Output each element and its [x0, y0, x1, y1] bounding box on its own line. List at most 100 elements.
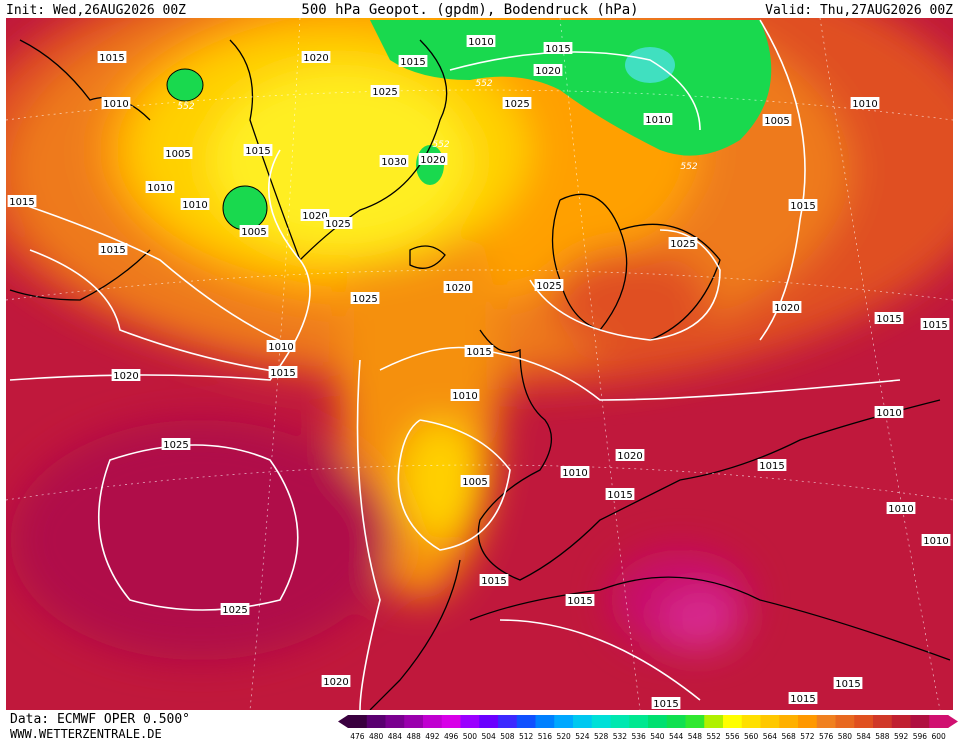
isobar-label-box	[850, 97, 880, 109]
isobar-label-box	[772, 301, 802, 313]
colorbar-label: 492	[425, 732, 440, 741]
colorbar-swatch	[516, 715, 536, 728]
isobar-label-box	[788, 199, 818, 211]
isobar-label-box	[466, 35, 496, 47]
website: WWW.WETTERZENTRALE.DE	[10, 727, 162, 741]
isobar-label: 1010	[562, 468, 587, 479]
isobar-label: 1015	[481, 576, 506, 587]
isobar-label-box	[560, 466, 590, 478]
colorbar-swatch	[929, 715, 949, 728]
colorbar-label: 528	[594, 732, 609, 741]
isobar-label: 1015	[876, 314, 901, 325]
colorbar-label: 564	[763, 732, 778, 741]
isobar-label: 1015	[790, 201, 815, 212]
colorbar-swatch	[366, 715, 386, 728]
isobar-label: 1015	[607, 490, 632, 501]
isobar-label: 1005	[462, 477, 487, 488]
colorbar-label: 516	[538, 732, 553, 741]
isobar-label: 552	[475, 79, 492, 89]
isobar-label: 1025	[536, 281, 561, 292]
colorbar-label: 544	[669, 732, 684, 741]
isobar-label: 1020	[113, 371, 138, 382]
isobar-label-box	[220, 603, 250, 615]
isobar-label: 1015	[466, 347, 491, 358]
colorbar-label: 584	[856, 732, 871, 741]
isobar-label-box	[757, 459, 787, 471]
isobar-label-box	[615, 449, 645, 461]
isobar-label-box	[97, 51, 127, 63]
isobar-label-box	[111, 369, 141, 381]
colorbar-swatch	[460, 715, 480, 728]
isobar-label-box	[163, 147, 193, 159]
data-source: Data: ECMWF OPER 0.500°	[10, 712, 190, 727]
colorbar-swatch	[404, 715, 424, 728]
isobar-label: 1015	[545, 44, 570, 55]
isobar-label-box	[350, 292, 380, 304]
isobar-label-box	[668, 237, 698, 249]
colorbar-label: 504	[481, 732, 496, 741]
isobar-label-box	[460, 475, 490, 487]
isobar-label: 1025	[352, 294, 377, 305]
isobar-label: 1010	[268, 342, 293, 353]
colorbar-swatch	[891, 715, 911, 728]
isobar-label-box	[543, 42, 573, 54]
colorbar-label: 552	[706, 732, 721, 741]
isobar-label: 1020	[420, 155, 445, 166]
isobar-label-box	[565, 594, 595, 606]
colorbar-label: 520	[556, 732, 571, 741]
isobar-label-box	[300, 209, 330, 221]
colorbar-swatch	[610, 715, 630, 728]
isobar-label: 1020	[303, 53, 328, 64]
isobar-label: 1010	[452, 391, 477, 402]
isobar-label-box	[243, 144, 273, 156]
isobar-label-box	[534, 279, 564, 291]
isobar-label: 1015	[9, 197, 34, 208]
isobar-label: 1010	[103, 99, 128, 110]
isobar-label: 1015	[245, 146, 270, 157]
isobar-label-box	[379, 155, 409, 167]
colorbar-label: 532	[613, 732, 628, 741]
isobar-label: 1010	[923, 536, 948, 547]
colorbar-swatch	[704, 715, 724, 728]
isobar-label-box	[443, 281, 473, 293]
colorbar-swatch	[535, 715, 555, 728]
isobar-label-box	[920, 318, 950, 330]
colorbar-swatch	[685, 715, 705, 728]
isobar-label-box	[833, 677, 863, 689]
colorbar-label: 512	[519, 732, 534, 741]
colorbar-label: 572	[800, 732, 815, 741]
colorbar-swatch	[479, 715, 499, 728]
colorbar-label: 536	[631, 732, 646, 741]
colorbar-label: 576	[819, 732, 834, 741]
isobar-label: 1015	[653, 699, 678, 710]
isobar-label-box	[98, 243, 128, 255]
colorbar-label: 560	[744, 732, 759, 741]
isobar-label: 1010	[147, 183, 172, 194]
isobar-label: 1015	[790, 694, 815, 705]
colorbar-swatch	[591, 715, 611, 728]
init-time: Init: Wed,26AUG2026 00Z	[6, 3, 186, 18]
isobar-label: 1020	[535, 66, 560, 77]
colorbar-swatch	[816, 715, 836, 728]
colorbar-swatch	[741, 715, 761, 728]
isobar-label-box	[921, 534, 951, 546]
isobar-label: 1015	[922, 320, 947, 331]
isobar-label: 1020	[617, 451, 642, 462]
colorbar-arrow-left	[338, 715, 348, 728]
colorbar-swatch	[498, 715, 518, 728]
colorbar-arrow-right	[948, 715, 958, 728]
isobar-label-box	[874, 406, 904, 418]
isobar-label-box	[464, 345, 494, 357]
colorbar-label: 592	[894, 732, 909, 741]
isobar-label-box	[370, 85, 400, 97]
colorbar-swatch	[423, 715, 443, 728]
isobar-label: 1015	[270, 368, 295, 379]
colorbar-swatch	[385, 715, 405, 728]
isobar-label-box	[762, 114, 792, 126]
isobar-label-box	[643, 113, 673, 125]
colorbar-swatch	[554, 715, 574, 728]
colorbar-label: 540	[650, 732, 665, 741]
isobar-label: 1015	[759, 461, 784, 472]
colorbar-label: 524	[575, 732, 590, 741]
isobar-label-box	[7, 195, 37, 207]
